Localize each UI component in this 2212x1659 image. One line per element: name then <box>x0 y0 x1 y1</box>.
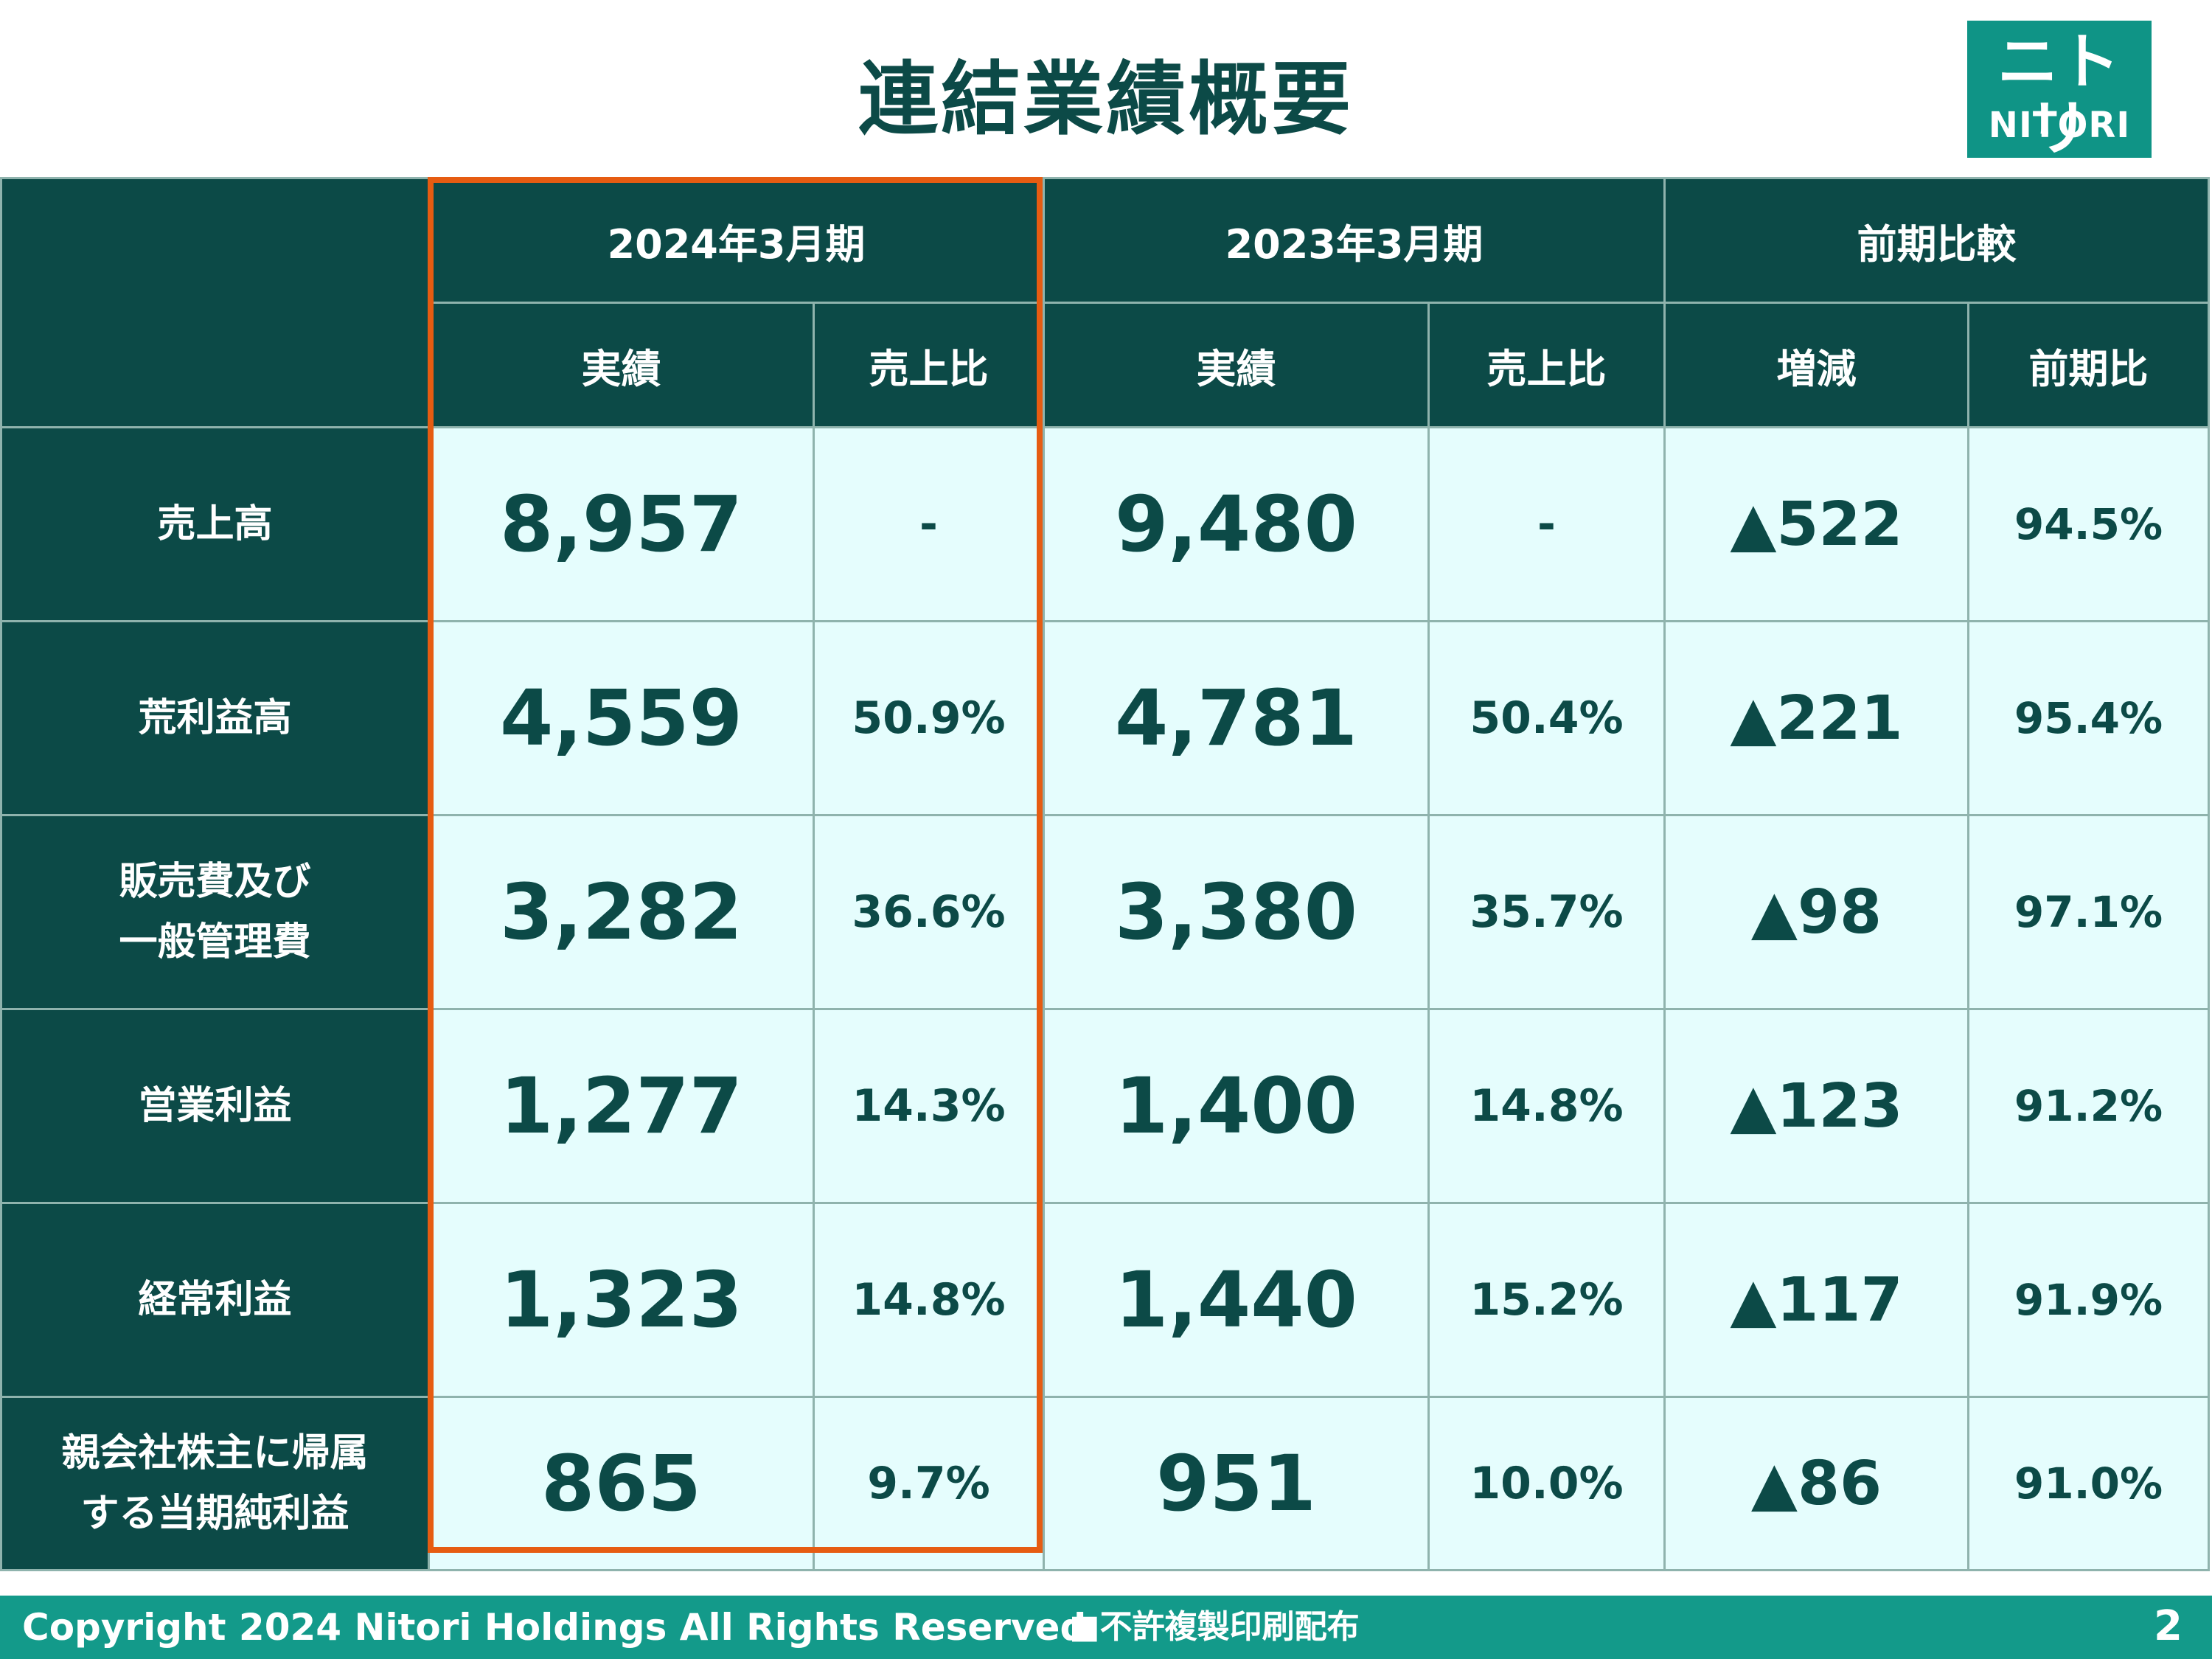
logo-latin: NITORI <box>1988 105 2131 146</box>
yoy-percent: 97.1% <box>1967 814 2210 1010</box>
ratio-2023: 14.8% <box>1427 1008 1666 1204</box>
nitori-logo: ニトリ NITORI <box>1967 21 2152 162</box>
table-row: 売上高 8,957 - 9,480 - ▲522 94.5% <box>0 426 2210 622</box>
row-label: 販売費及び一般管理費 <box>0 814 430 1010</box>
value-2024: 1,323 <box>428 1202 815 1398</box>
row-label-line1: 荒利益高 <box>138 696 292 740</box>
subheader-ratio-2024: 売上比 <box>813 302 1045 428</box>
change-value: ▲123 <box>1663 1008 1969 1204</box>
table-corner <box>0 177 430 428</box>
subheader-results-2023: 実績 <box>1043 302 1430 428</box>
value-2023: 4,781 <box>1043 620 1430 816</box>
value-2024: 8,957 <box>428 426 815 622</box>
ratio-2023: - <box>1427 426 1666 622</box>
row-label: 売上高 <box>0 426 430 622</box>
subheader-results-2024: 実績 <box>428 302 815 428</box>
value-2023: 3,380 <box>1043 814 1430 1010</box>
ratio-2024: 14.3% <box>813 1008 1045 1204</box>
ratio-2023: 15.2% <box>1427 1202 1666 1398</box>
period-header-comparison: 前期比較 <box>1663 177 2210 304</box>
row-label: 親会社株主に帰属 する当期純利益 <box>0 1396 430 1571</box>
ratio-2023: 50.4% <box>1427 620 1666 816</box>
row-label-line1: 経常利益 <box>138 1278 292 1322</box>
row-label: 荒利益高 <box>0 620 430 816</box>
row-label-line2: する当期純利益 <box>80 1492 349 1536</box>
copyright-text: Copyright 2024 Nitori Holdings All Right… <box>22 1606 1087 1649</box>
table-row: 親会社株主に帰属 する当期純利益 865 9.7% 951 10.0% ▲86 9… <box>0 1396 2210 1571</box>
yoy-percent: 91.9% <box>1967 1202 2210 1398</box>
period-header-2023: 2023年3月期 <box>1043 177 1666 304</box>
subheader-ratio-2023: 売上比 <box>1427 302 1666 428</box>
yoy-percent: 94.5% <box>1967 426 2210 622</box>
subheader-yoy: 前期比 <box>1967 302 2210 428</box>
row-label-line1: 売上高 <box>157 502 273 546</box>
logo-kana: ニトリ <box>1997 27 2121 164</box>
page-number: 2 <box>2154 1602 2183 1650</box>
change-value: ▲117 <box>1663 1202 1969 1398</box>
value-2024: 865 <box>428 1396 815 1571</box>
row-label-line1: 営業利益 <box>138 1084 292 1128</box>
row-label: 経常利益 <box>0 1202 430 1398</box>
reproduction-notice: ■不許複製印刷配布 <box>1069 1608 1360 1646</box>
value-2023: 1,400 <box>1043 1008 1430 1204</box>
value-2024: 3,282 <box>428 814 815 1010</box>
change-value: ▲522 <box>1663 426 1969 622</box>
subheader-change: 増減 <box>1663 302 1969 428</box>
footer-bar: Copyright 2024 Nitori Holdings All Right… <box>0 1596 2212 1659</box>
results-table: 2024年3月期 2023年3月期 前期比較 実績 売上比 実績 売上比 増減 … <box>0 177 2210 1571</box>
value-2023: 951 <box>1043 1396 1430 1571</box>
yoy-percent: 91.2% <box>1967 1008 2210 1204</box>
row-label-line2: 一般管理費 <box>119 920 311 964</box>
value-2023: 9,480 <box>1043 426 1430 622</box>
page-title: 連結業績概要 <box>858 54 1354 146</box>
ratio-2024: 36.6% <box>813 814 1045 1010</box>
yoy-percent: 95.4% <box>1967 620 2210 816</box>
row-label: 営業利益 <box>0 1008 430 1204</box>
change-value: ▲98 <box>1663 814 1969 1010</box>
ratio-2024: 9.7% <box>813 1396 1045 1571</box>
yoy-percent: 91.0% <box>1967 1396 2210 1571</box>
value-2023: 1,440 <box>1043 1202 1430 1398</box>
row-label-line1: 親会社株主に帰属 <box>61 1431 369 1475</box>
value-2024: 1,277 <box>428 1008 815 1204</box>
ratio-2023: 10.0% <box>1427 1396 1666 1571</box>
value-2024: 4,559 <box>428 620 815 816</box>
table-row: 荒利益高 4,559 50.9% 4,781 50.4% ▲221 95.4% <box>0 620 2210 816</box>
ratio-2024: 14.8% <box>813 1202 1045 1398</box>
change-value: ▲221 <box>1663 620 1969 816</box>
ratio-2024: - <box>813 426 1045 622</box>
table-row: 販売費及び一般管理費 3,282 36.6% 3,380 35.7% ▲98 9… <box>0 814 2210 1010</box>
ratio-2023: 35.7% <box>1427 814 1666 1010</box>
table-row: 営業利益 1,277 14.3% 1,400 14.8% ▲123 91.2% <box>0 1008 2210 1204</box>
table-row: 経常利益 1,323 14.8% 1,440 15.2% ▲117 91.9% <box>0 1202 2210 1398</box>
row-label-line1: 販売費及び <box>119 860 311 904</box>
period-header-2024: 2024年3月期 <box>428 177 1045 304</box>
change-value: ▲86 <box>1663 1396 1969 1571</box>
ratio-2024: 50.9% <box>813 620 1045 816</box>
